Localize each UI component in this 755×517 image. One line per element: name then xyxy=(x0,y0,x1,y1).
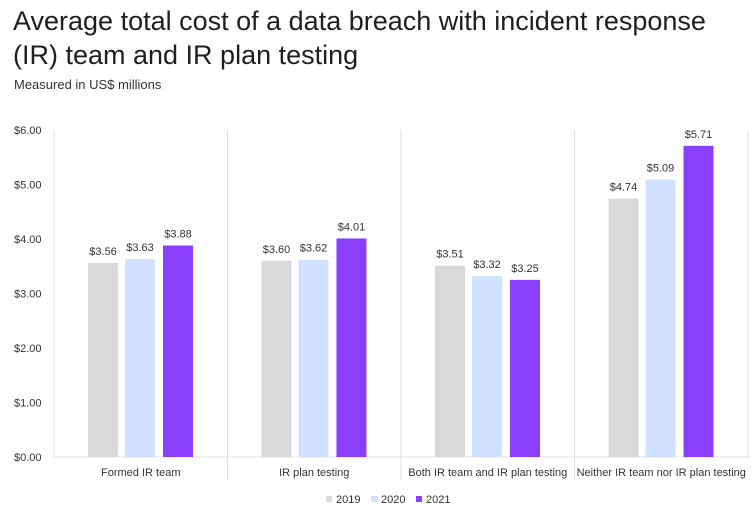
data-label: $3.62 xyxy=(300,243,328,255)
x-tick-label: IR plan testing xyxy=(279,467,349,479)
x-tick-label: Formed IR team xyxy=(101,467,180,479)
y-tick-label: $4.00 xyxy=(14,234,42,246)
chart-subtitle: Measured in US$ millions xyxy=(14,77,162,92)
legend-swatch-2019 xyxy=(326,496,332,502)
x-tick-label: Both IR team and IR plan testing xyxy=(408,467,567,479)
legend-swatch-2020 xyxy=(371,496,377,502)
data-label: $5.71 xyxy=(685,129,713,141)
bar-2021 xyxy=(336,238,367,457)
data-label: $3.60 xyxy=(263,244,291,256)
data-label: $3.25 xyxy=(511,263,539,275)
y-tick-label: $2.00 xyxy=(14,343,42,355)
legend-label: 2021 xyxy=(426,494,450,506)
bar-2020 xyxy=(125,259,155,457)
data-label: $3.88 xyxy=(164,229,192,241)
y-tick-label: $5.00 xyxy=(14,180,42,192)
bar-2021 xyxy=(510,279,540,457)
data-label: $5.09 xyxy=(647,163,675,175)
data-label: $4.74 xyxy=(610,182,638,194)
bar-2020 xyxy=(472,276,502,457)
chart-title: Average total cost of a data breach with… xyxy=(13,6,706,70)
legend-label: 2020 xyxy=(381,494,405,506)
data-label: $3.51 xyxy=(436,249,464,261)
y-tick-label: $6.00 xyxy=(14,125,42,137)
legend-label: 2019 xyxy=(336,494,360,506)
y-tick-label: $0.00 xyxy=(14,452,42,464)
data-label: $3.56 xyxy=(89,246,117,258)
x-tick-label: Neither IR team nor IR plan testing xyxy=(577,467,746,479)
bar-2019 xyxy=(435,265,465,457)
bar-2021 xyxy=(683,145,714,457)
bar-2019 xyxy=(88,262,118,457)
y-tick-label: $1.00 xyxy=(14,398,42,410)
data-label: $3.63 xyxy=(126,242,154,254)
bar-2019 xyxy=(608,198,639,458)
y-tick-label: $3.00 xyxy=(14,289,42,301)
bar-2019 xyxy=(261,260,292,457)
legend-swatch-2021 xyxy=(416,496,422,502)
data-label: $4.01 xyxy=(338,221,366,233)
bar-2020 xyxy=(645,179,676,457)
bar-2021 xyxy=(163,245,193,457)
bar-2020 xyxy=(298,259,329,457)
data-label: $3.32 xyxy=(473,259,501,271)
